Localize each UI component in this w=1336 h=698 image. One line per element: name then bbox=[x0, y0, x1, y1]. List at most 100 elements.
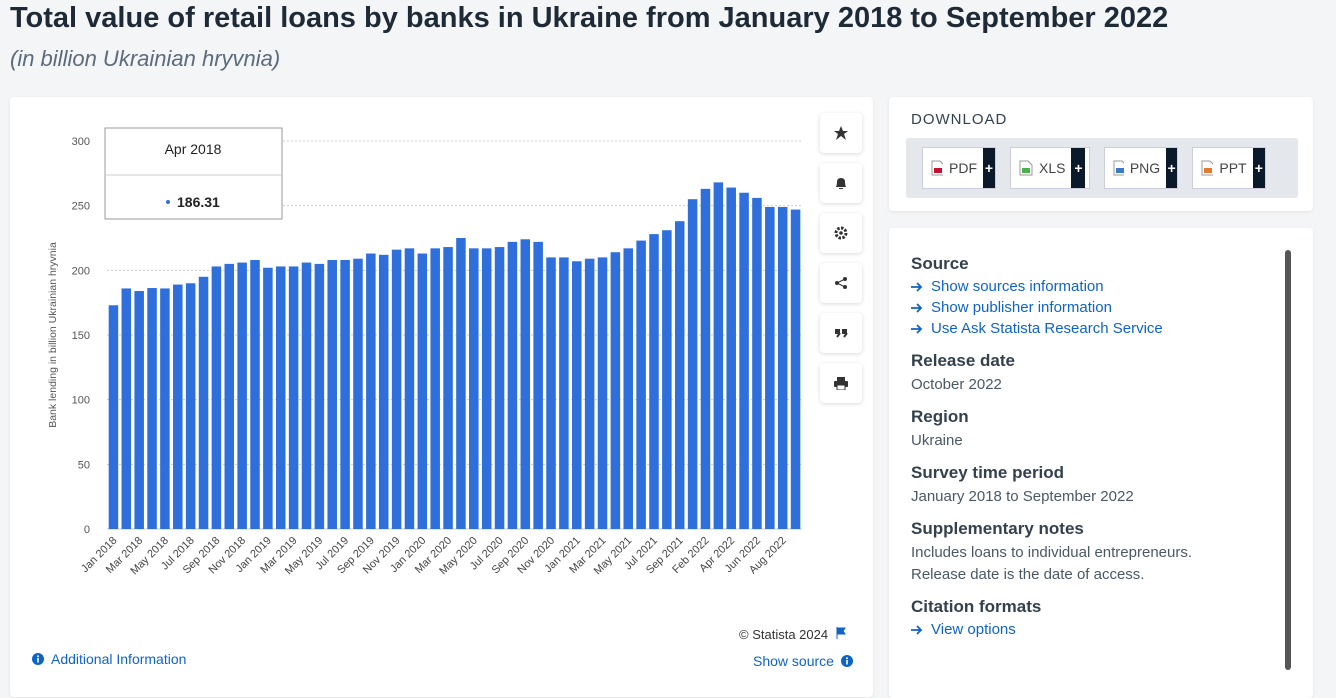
link[interactable]: Use Ask Statista Research Service bbox=[911, 320, 1281, 337]
bar bbox=[649, 234, 659, 529]
bar bbox=[674, 221, 685, 529]
bar bbox=[610, 252, 621, 529]
bar bbox=[662, 230, 672, 530]
bar bbox=[623, 248, 634, 529]
share-button[interactable] bbox=[820, 263, 862, 303]
bar bbox=[584, 258, 595, 529]
y-tick-label: 200 bbox=[72, 265, 90, 277]
bar bbox=[391, 249, 402, 529]
link[interactable]: Show publisher information bbox=[911, 299, 1281, 316]
download-label: PDF bbox=[949, 160, 977, 176]
bar bbox=[327, 259, 337, 529]
section-text: Release date is the date of access. bbox=[911, 566, 1145, 583]
bar bbox=[752, 197, 762, 529]
file-icon bbox=[1201, 160, 1214, 176]
link-text: View options bbox=[931, 621, 1016, 638]
link-text: Use Ask Statista Research Service bbox=[931, 320, 1163, 337]
bar bbox=[147, 288, 157, 529]
arrow-icon bbox=[911, 302, 923, 313]
bar bbox=[353, 258, 363, 529]
copyright-text: © Statista 2024 bbox=[739, 627, 829, 642]
chart: 0 50 100 150 200 250 300 Bank lending in billio… bbox=[47, 127, 802, 577]
section-text: January 2018 to September 2022 bbox=[911, 488, 1134, 505]
bar bbox=[700, 188, 711, 529]
section-heading: Region bbox=[911, 407, 969, 426]
bar bbox=[469, 248, 479, 529]
bar bbox=[185, 283, 196, 529]
bar bbox=[173, 284, 183, 529]
download-plus: + bbox=[1071, 148, 1086, 188]
link[interactable]: Show sources information bbox=[911, 278, 1281, 295]
show-source-text: Show source bbox=[753, 653, 834, 669]
y-tick-label: 300 bbox=[72, 136, 90, 148]
download-plus: + bbox=[1252, 148, 1265, 188]
bar bbox=[443, 247, 453, 529]
file-icon bbox=[1019, 160, 1033, 176]
scrollbar bbox=[1285, 250, 1291, 670]
tooltip: Apr 2018 186.31 bbox=[104, 127, 283, 220]
y-axis-label: Bank lending in billion Ukrainian hryvni… bbox=[47, 242, 59, 428]
favorite-button[interactable] bbox=[820, 113, 862, 153]
link-text: Show publisher information bbox=[931, 299, 1112, 316]
y-tick-label: 250 bbox=[72, 201, 90, 213]
additional-info-text: Additional Information bbox=[51, 651, 187, 667]
bar bbox=[314, 263, 325, 529]
bar bbox=[456, 238, 466, 529]
alert-button[interactable] bbox=[820, 163, 862, 203]
bar bbox=[134, 291, 144, 529]
additional-info[interactable]: Additional Information bbox=[32, 651, 186, 667]
settings-button[interactable] bbox=[820, 213, 862, 253]
section-text: Includes loans to individual entrepreneu… bbox=[911, 544, 1193, 561]
bar bbox=[378, 254, 389, 529]
download-buttons: PDF + XLS + PNG + PPT + bbox=[906, 138, 1298, 198]
file-icon bbox=[1113, 160, 1124, 176]
download-button[interactable]: PNG + bbox=[1104, 147, 1178, 189]
bar bbox=[597, 257, 608, 529]
print-button[interactable] bbox=[820, 363, 862, 403]
bar bbox=[790, 209, 801, 529]
download-button[interactable]: XLS + bbox=[1010, 147, 1090, 189]
link-text: Show sources information bbox=[931, 278, 1104, 295]
bar bbox=[765, 206, 775, 529]
download-button[interactable]: PDF + bbox=[922, 147, 996, 189]
download-heading: DOWNLOAD bbox=[911, 111, 1008, 128]
y-tick-label: 100 bbox=[72, 395, 90, 407]
y-tick-label: 0 bbox=[84, 524, 90, 536]
bar bbox=[559, 257, 569, 529]
bar bbox=[108, 305, 119, 529]
bar bbox=[636, 240, 646, 529]
section-text: October 2022 bbox=[911, 376, 1002, 393]
arrow-icon bbox=[911, 281, 923, 292]
cite-button[interactable] bbox=[820, 313, 862, 353]
bar bbox=[301, 262, 312, 529]
bar bbox=[417, 253, 428, 529]
section-heading: Survey time period bbox=[911, 463, 1065, 482]
arrow-icon bbox=[911, 624, 923, 635]
link[interactable]: View options bbox=[911, 621, 1281, 638]
section-heading: Source bbox=[911, 254, 969, 273]
title: Total value of retail loans by banks in … bbox=[10, 2, 1169, 34]
y-tick-label: 50 bbox=[78, 459, 90, 471]
copyright: © Statista 2024 bbox=[739, 627, 847, 642]
section-heading: Citation formats bbox=[911, 597, 1042, 616]
bar bbox=[404, 248, 415, 529]
bar bbox=[494, 247, 505, 529]
show-source[interactable]: Show source bbox=[753, 653, 853, 669]
section-heading: Supplementary notes bbox=[911, 519, 1084, 538]
bar bbox=[739, 192, 749, 529]
bar bbox=[211, 266, 222, 529]
bar bbox=[520, 239, 531, 529]
bar bbox=[713, 182, 724, 529]
bar bbox=[340, 259, 350, 529]
bar bbox=[263, 267, 273, 529]
arrow-icon bbox=[911, 323, 923, 334]
details: Source Show sources information Show publi… bbox=[911, 240, 1281, 638]
section-heading: Release date bbox=[911, 351, 1015, 370]
bar bbox=[160, 288, 170, 529]
bar bbox=[726, 187, 736, 529]
bar bbox=[288, 266, 299, 529]
download-button[interactable]: PPT + bbox=[1192, 147, 1266, 189]
download-card: DOWNLOAD PDF + XLS + PNG + PPT + bbox=[889, 97, 1313, 211]
bar bbox=[121, 288, 132, 529]
bar bbox=[533, 241, 543, 529]
